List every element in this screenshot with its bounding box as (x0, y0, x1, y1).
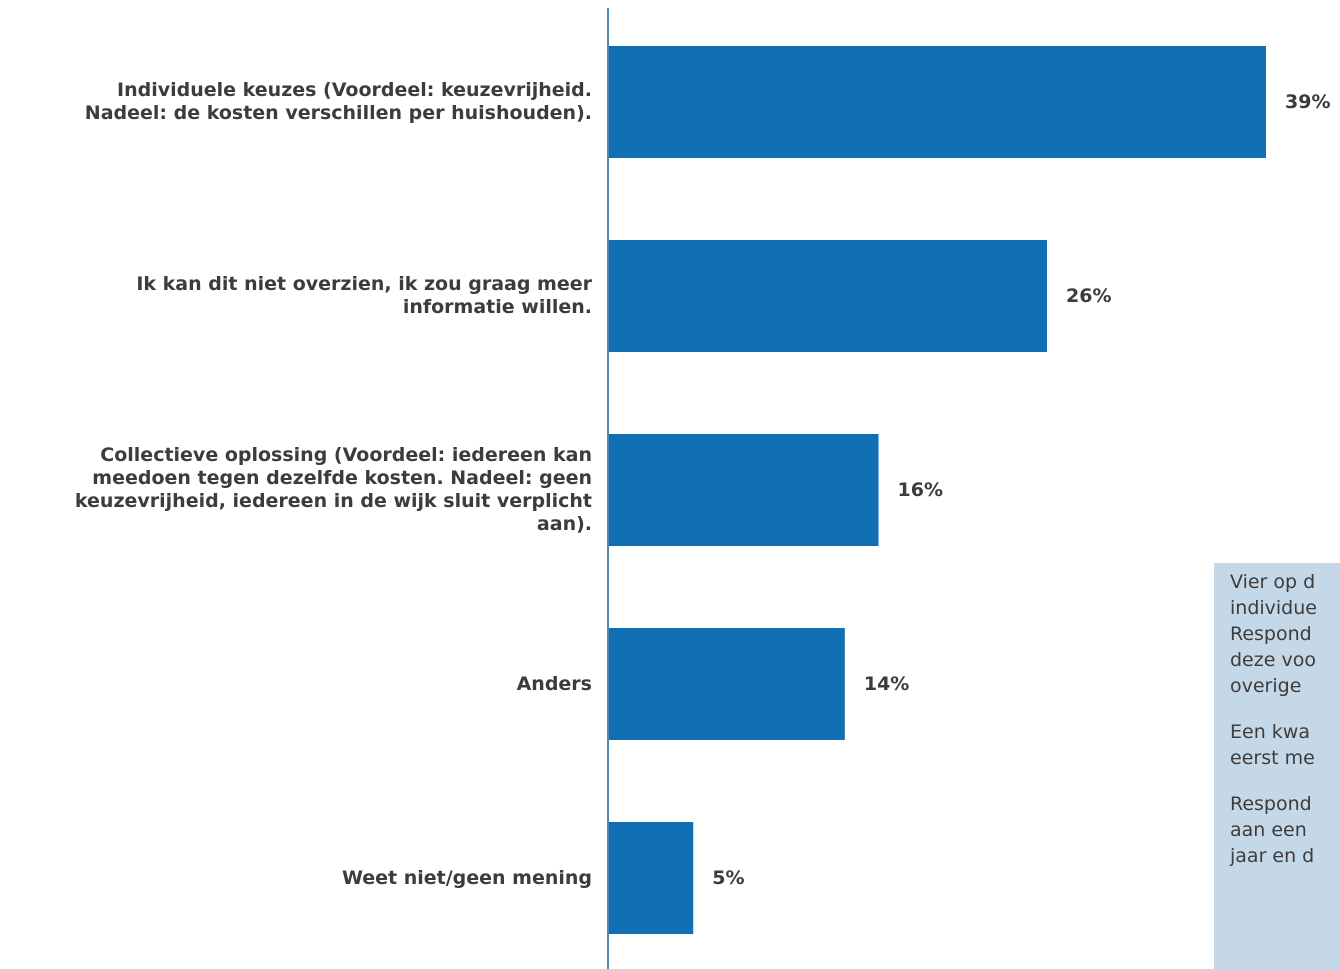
bar-1 (609, 46, 1266, 158)
category-label: Individuele keuzes (Voordeel: keuzevrijh… (84, 79, 592, 124)
value-label: 14% (863, 673, 910, 695)
note-paragraph-3: Respond aan een jaar en d (1230, 791, 1340, 869)
note-line: Respond (1230, 623, 1312, 645)
note-paragraph-1: Vier op d individue Respond deze voo ove… (1230, 569, 1340, 699)
note-line: overige (1230, 675, 1302, 697)
note-line: aan een (1230, 819, 1307, 841)
bar-3 (609, 434, 879, 546)
annotation-box: Vier op d individue Respond deze voo ove… (1214, 563, 1340, 969)
note-line: Vier op d (1230, 571, 1316, 593)
category-label: Anders (516, 672, 592, 695)
category-label: Collectieve oplossing (Voordeel: iederee… (74, 444, 592, 535)
value-label: 39% (1285, 91, 1331, 113)
note-line: eerst me (1230, 747, 1315, 769)
category-label: Weet niet/geen mening (341, 866, 592, 889)
note-paragraph-2: Een kwa eerst me (1230, 719, 1340, 771)
bar-2 (609, 240, 1047, 352)
value-label: 5% (712, 867, 745, 889)
bar-5 (609, 822, 694, 934)
value-label: 16% (897, 479, 944, 501)
value-label: 26% (1066, 285, 1112, 307)
note-line: Respond (1230, 793, 1312, 815)
note-line: jaar en d (1230, 845, 1315, 867)
category-label: Ik kan dit niet overzien, ik zou graag m… (136, 273, 592, 318)
bar-4 (609, 628, 845, 740)
note-line: deze voo (1230, 649, 1316, 671)
note-line: Een kwa (1230, 721, 1310, 743)
note-line: individue (1230, 597, 1317, 619)
